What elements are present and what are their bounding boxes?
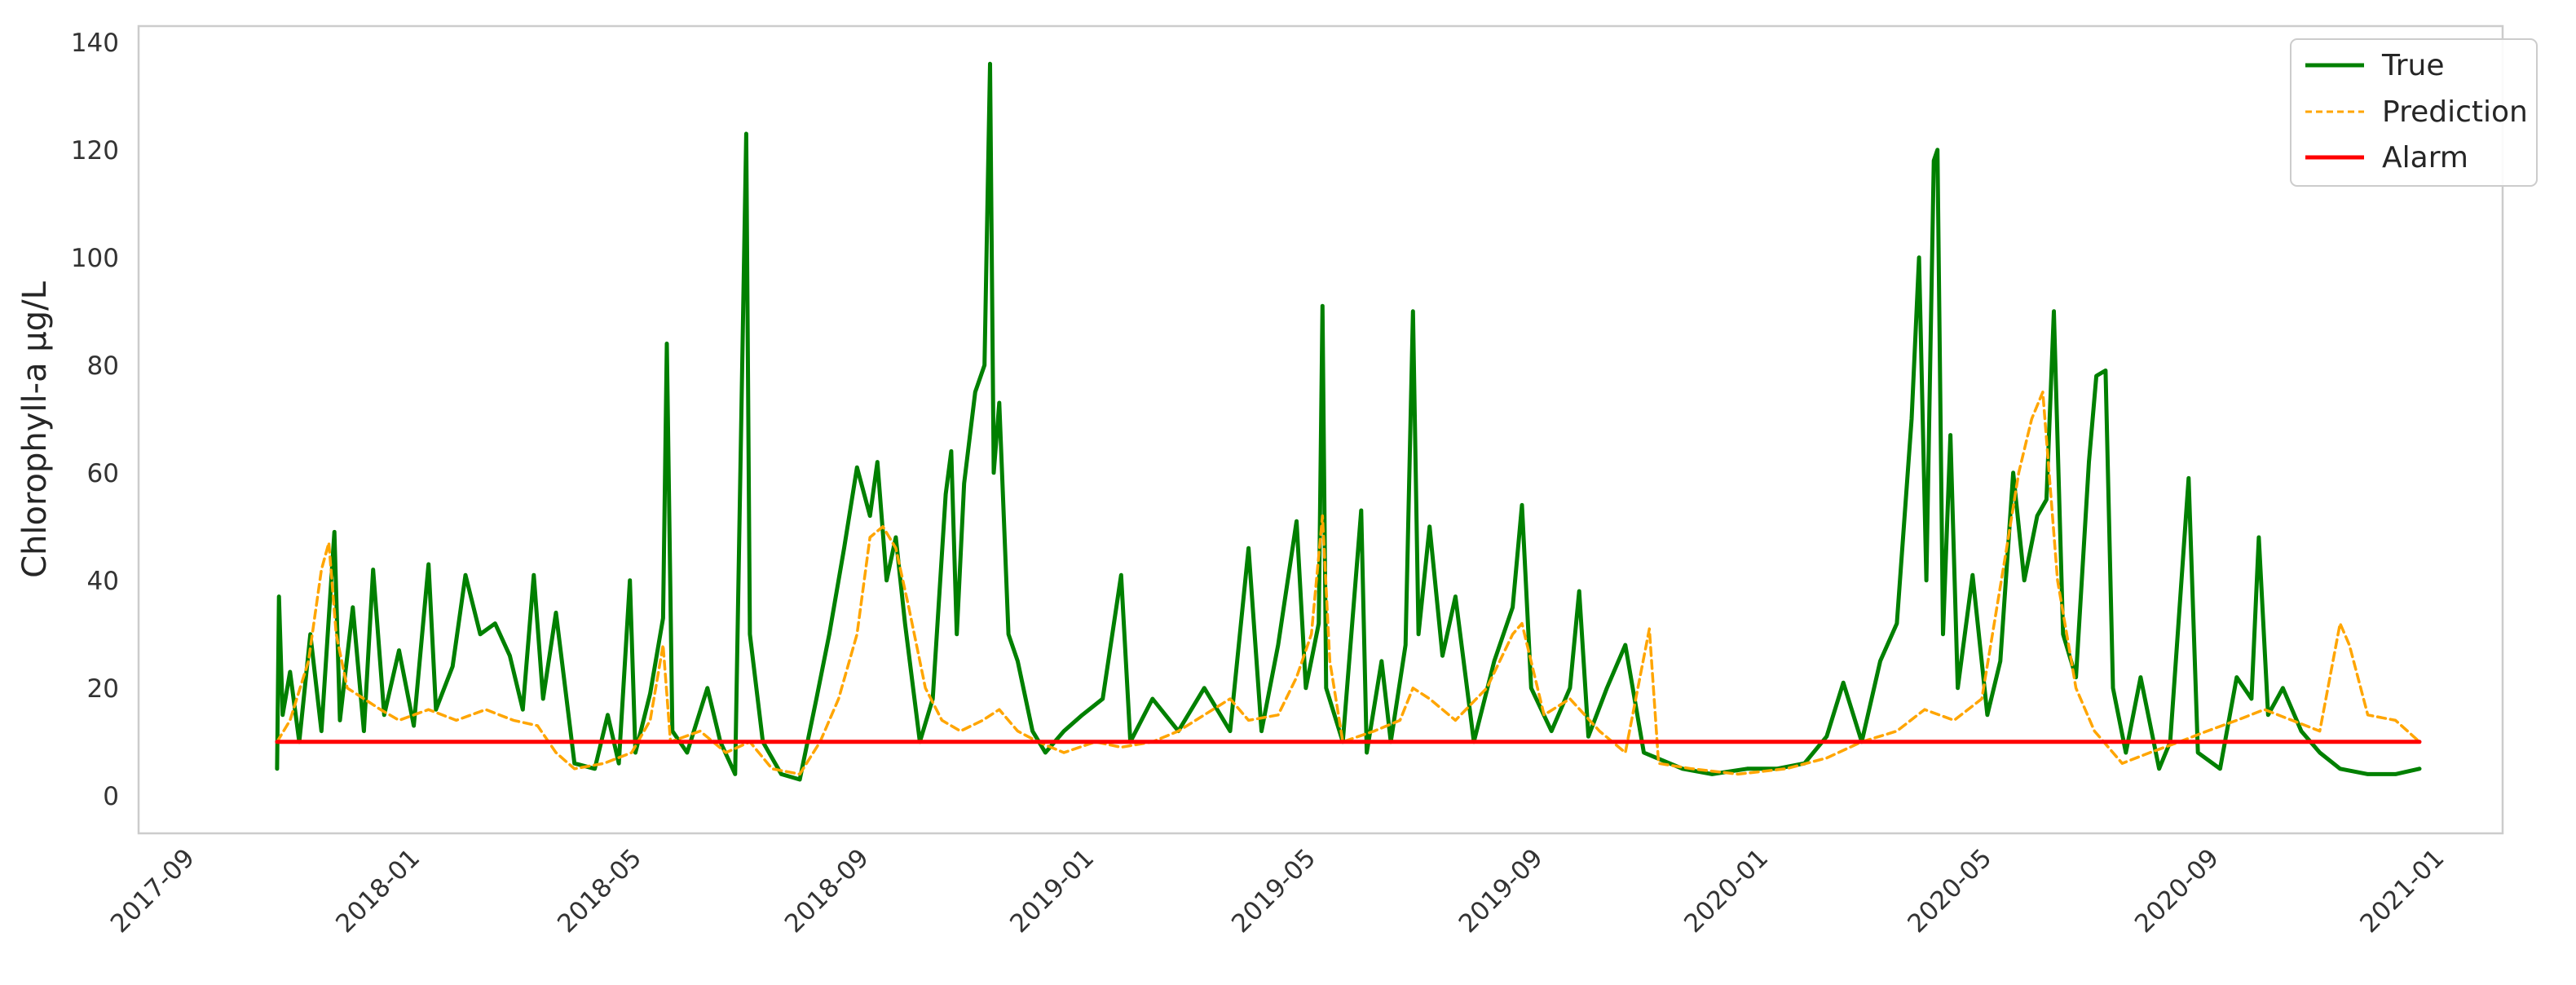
y-tick-label: 120: [71, 136, 119, 166]
x-tick-label: 2020-01: [1678, 843, 1774, 939]
y-tick-label: 100: [71, 244, 119, 273]
x-tick-label: 2020-05: [1902, 843, 1997, 939]
series-line-prediction: [276, 391, 2421, 776]
y-tick-label: 40: [87, 567, 119, 596]
legend-label-prediction: Prediction: [2382, 95, 2528, 129]
series-layer: [275, 61, 2422, 782]
y-axis-ticks: 0 20 40 60 80 100 120 140: [71, 29, 119, 811]
y-tick-label: 80: [87, 351, 119, 381]
y-tick-label: 0: [103, 782, 119, 811]
legend-label-alarm: Alarm: [2382, 141, 2468, 174]
x-tick-label: 2020-09: [2129, 843, 2225, 939]
x-tick-label: 2021-01: [2354, 843, 2450, 939]
y-tick-label: 140: [71, 29, 119, 58]
y-tick-label: 60: [87, 459, 119, 488]
x-tick-label: 2019-09: [1453, 843, 1549, 939]
x-tick-label: 2019-01: [1004, 843, 1100, 939]
x-tick-label: 2018-01: [330, 843, 426, 939]
x-tick-label: 2017-09: [105, 843, 201, 939]
x-axis-ticks: 2017-09 2018-01 2018-05 2018-09 2019-01 2019-…: [105, 843, 2450, 939]
legend-box: [2290, 38, 2538, 187]
x-tick-label: 2018-09: [779, 843, 875, 939]
x-tick-label: 2018-05: [552, 843, 647, 939]
series-line-true: [275, 61, 2422, 782]
legend-label-true: True: [2381, 49, 2444, 82]
y-axis-label: Chlorophyll-a µg/L: [16, 280, 54, 578]
x-tick-label: 2019-05: [1226, 843, 1321, 939]
y-tick-label: 20: [87, 674, 119, 704]
legend: True Prediction Alarm: [2290, 38, 2538, 187]
